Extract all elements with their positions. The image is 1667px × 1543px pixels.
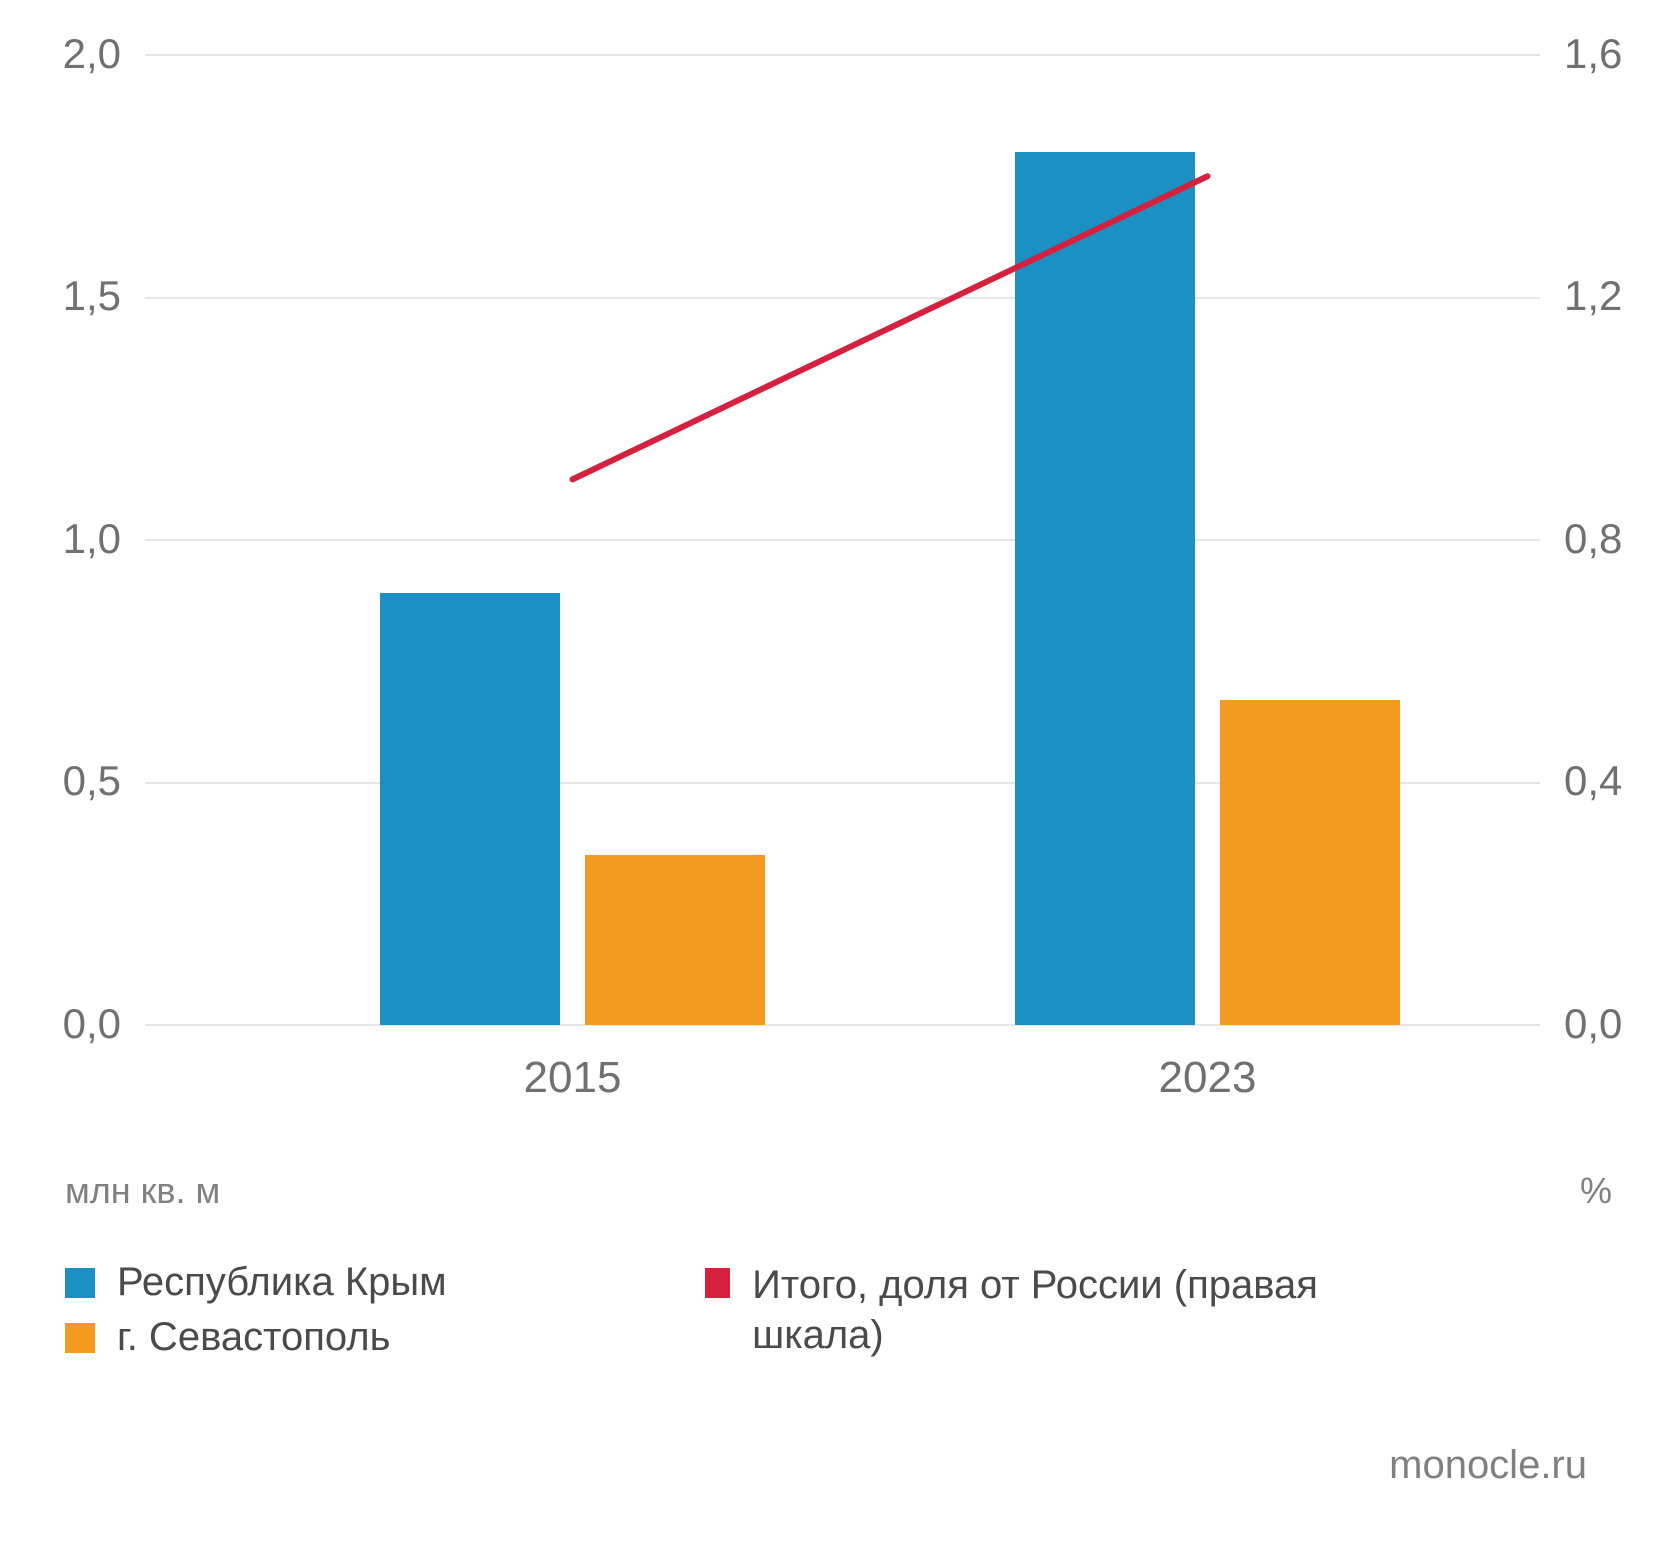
bar-crimea <box>1015 152 1195 1025</box>
legend-label: г. Севастополь <box>117 1315 390 1360</box>
gridline <box>145 297 1540 299</box>
chart-container: млн кв. м % Республика Крым г. Севастопол… <box>0 0 1667 1543</box>
x-tick: 2015 <box>380 1053 765 1103</box>
y-right-tick: 0,4 <box>1564 757 1622 805</box>
source-label: monocle.ru <box>1389 1443 1587 1488</box>
legend: Республика Крым г. Севастополь Итого, доля… <box>65 1260 1345 1370</box>
legend-item-crimea: Республика Крым <box>65 1260 705 1305</box>
gridline <box>145 54 1540 56</box>
legend-item-sevastopol: г. Севастополь <box>65 1315 705 1360</box>
y-left-tick: 1,5 <box>0 272 121 320</box>
y-right-tick: 0,8 <box>1564 515 1622 563</box>
y-left-tick: 0,0 <box>0 1000 121 1048</box>
gridline <box>145 539 1540 541</box>
plot-area <box>145 55 1540 1025</box>
legend-label: Республика Крым <box>117 1260 447 1305</box>
legend-swatch <box>65 1268 95 1298</box>
y-left-tick: 0,5 <box>0 757 121 805</box>
y-right-tick: 0,0 <box>1564 1000 1622 1048</box>
y-left-tick: 1,0 <box>0 515 121 563</box>
bar-sevastopol <box>585 855 765 1025</box>
legend-swatch <box>705 1268 730 1298</box>
legend-swatch <box>65 1323 95 1353</box>
x-tick: 2023 <box>1015 1053 1400 1103</box>
y-right-unit: % <box>1580 1170 1612 1212</box>
y-right-tick: 1,2 <box>1564 272 1622 320</box>
legend-label: Итого, доля от России (правая шкала) <box>752 1260 1345 1360</box>
y-right-tick: 1,6 <box>1564 30 1622 78</box>
bar-sevastopol <box>1220 700 1400 1025</box>
bar-crimea <box>380 593 560 1025</box>
legend-item-total_share: Итого, доля от России (правая шкала) <box>705 1260 1345 1360</box>
y-left-unit: млн кв. м <box>65 1170 220 1212</box>
y-left-tick: 2,0 <box>0 30 121 78</box>
